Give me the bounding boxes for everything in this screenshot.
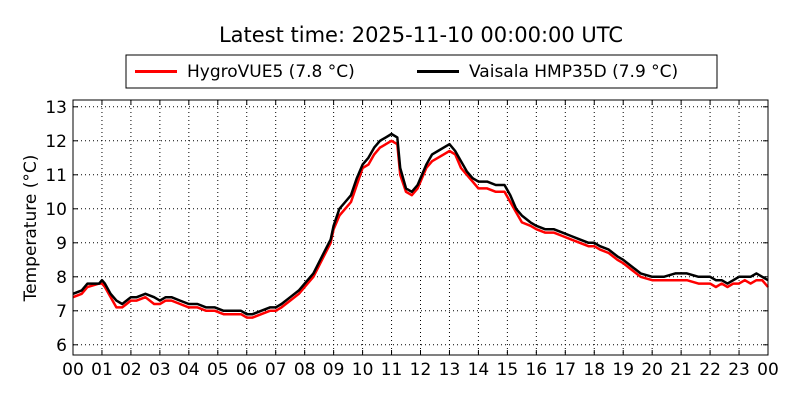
x-tick-label: 19 <box>612 360 634 380</box>
y-tick-label: 13 <box>45 98 67 118</box>
y-tick-label: 12 <box>45 132 67 152</box>
x-tick-label: 22 <box>699 360 721 380</box>
x-axis-ticks: 00 01 02 03 04 05 06 07 08 09 10 11 12 13 14 15 16 17 18 19… <box>62 100 779 380</box>
x-tick-label: 12 <box>410 360 432 380</box>
x-tick-label: 20 <box>641 360 663 380</box>
y-tick-label: 10 <box>45 200 67 220</box>
x-tick-label: 13 <box>439 360 461 380</box>
x-tick-label: 23 <box>728 360 750 380</box>
legend: HygroVUE5 (7.8 °C) Vaisala HMP35D (7.9 °… <box>125 54 718 89</box>
x-tick-label: 06 <box>236 360 258 380</box>
x-tick-label: 17 <box>554 360 576 380</box>
x-tick-label: 04 <box>178 360 200 380</box>
series-line-hygrovue5 <box>72 139 769 319</box>
x-tick-label: 05 <box>207 360 229 380</box>
y-tick-label: 7 <box>56 302 67 322</box>
x-tick-label: 18 <box>583 360 605 380</box>
x-tick-label: 08 <box>294 360 316 380</box>
x-tick-label: 14 <box>468 360 490 380</box>
x-tick-label: 02 <box>120 360 142 380</box>
x-tick-label: 03 <box>149 360 171 380</box>
y-tick-label: 9 <box>56 234 67 254</box>
x-tick-label: 07 <box>265 360 287 380</box>
y-tick-label: 11 <box>45 166 67 186</box>
x-tick-label: 10 <box>352 360 374 380</box>
y-tick-label: 6 <box>56 336 67 356</box>
legend-label-vaisala: Vaisala HMP35D (7.9 °C) <box>469 62 678 82</box>
y-tick-label: 8 <box>56 268 67 288</box>
y-axis-ticks: 6 7 8 9 10 11 12 13 <box>45 98 768 356</box>
x-tick-label: 11 <box>381 360 403 380</box>
x-tick-label: 21 <box>670 360 692 380</box>
x-tick-label: 01 <box>91 360 113 380</box>
legend-label-hygrovue5: HygroVUE5 (7.8 °C) <box>187 62 355 82</box>
series-lines <box>72 132 769 319</box>
series-line-vaisala <box>72 132 769 316</box>
x-tick-label: 09 <box>323 360 345 380</box>
x-tick-label: 00 <box>757 360 779 380</box>
x-tick-label: 15 <box>497 360 519 380</box>
y-axis-label: Temperature (°C) <box>21 155 41 303</box>
gridlines <box>73 100 768 355</box>
x-tick-label: 16 <box>526 360 548 380</box>
x-tick-label: 00 <box>62 360 84 380</box>
chart-title: Latest time: 2025-11-10 00:00:00 UTC <box>219 23 623 47</box>
